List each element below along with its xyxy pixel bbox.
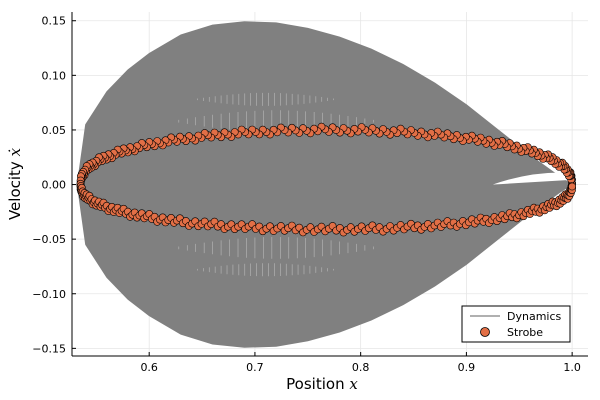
strobe-series xyxy=(76,122,576,237)
dynamics-notch xyxy=(492,172,567,185)
axes-frame xyxy=(71,12,588,357)
y-tick-label-6: 0.15 xyxy=(42,15,67,28)
y-tick-label-4: 0.05 xyxy=(42,124,67,137)
y-axis-label: Velocity ẋ xyxy=(6,147,24,220)
y-tick-label-3: 0.00 xyxy=(42,179,67,192)
x-tick-label-2: 0.8 xyxy=(352,361,370,374)
legend-box xyxy=(461,305,571,343)
x-tick-label-4: 1.0 xyxy=(563,361,581,374)
legend-dynamics-label: Dynamics xyxy=(507,310,562,323)
strobe-point-419 xyxy=(568,182,576,191)
dynamics-envelope xyxy=(76,21,574,348)
x-axis-ticks: 0.6 0.7 0.8 0.9 1.0 xyxy=(140,352,581,374)
x-axis-label: Position x xyxy=(286,375,358,393)
y-tick-label-1: −0.10 xyxy=(32,288,66,301)
x-tick-label-3: 0.9 xyxy=(458,361,476,374)
y-tick-label-0: −0.15 xyxy=(32,342,66,355)
legend: Dynamics Strobe xyxy=(461,305,571,343)
x-tick-label-1: 0.7 xyxy=(246,361,264,374)
legend-strobe-label: Strobe xyxy=(507,326,543,339)
y-tick-label-5: 0.10 xyxy=(42,69,67,82)
x-tick-label-0: 0.6 xyxy=(140,361,158,374)
legend-strobe-swatch xyxy=(480,327,490,337)
dynamics-series xyxy=(76,21,574,348)
y-tick-label-2: −0.05 xyxy=(32,233,66,246)
y-axis-ticks: −0.15 −0.10 −0.05 0.00 0.05 0.10 0.15 xyxy=(32,15,76,355)
